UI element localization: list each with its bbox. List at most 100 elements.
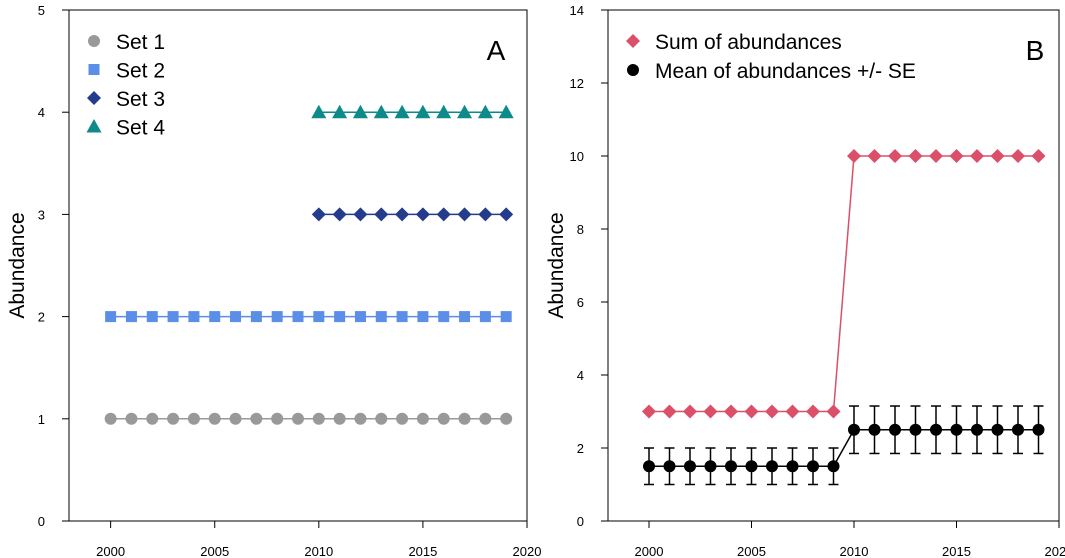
data-point [500,311,512,323]
data-point [375,311,387,323]
data-point [765,404,779,419]
data-point [250,412,263,425]
y-axis-title: Abundance [6,212,29,318]
data-point [888,149,902,163]
y-axis-title: Abundance [545,212,568,318]
data-point [929,149,943,163]
legend-label: Set 3 [116,88,165,111]
data-point [417,311,429,323]
data-point [375,412,388,425]
data-point [167,311,179,323]
data-point [500,412,513,425]
data-point [208,412,221,425]
data-point [806,404,820,419]
data-point [1032,423,1045,436]
data-point [332,207,347,222]
y-tick-label: 3 [38,207,45,222]
data-point [125,412,138,425]
data-point [292,311,304,323]
y-tick-label: 5 [38,3,45,18]
y-tick-label: 14 [570,3,584,18]
x-tick-label: 2005 [737,544,766,558]
panel-label: B [1026,35,1045,66]
legend-label: Set 2 [116,60,165,83]
y-tick-label: 6 [577,295,584,310]
data-point [642,404,656,419]
data-point [725,460,737,473]
data-point [354,412,367,425]
data-point [499,207,514,222]
data-point [847,149,861,163]
data-point [104,412,117,425]
data-point [105,311,117,323]
y-tick-label: 12 [570,76,584,91]
panel-label: A [487,35,506,66]
plot-frame [68,9,528,522]
data-point [313,311,325,323]
y-tick-label: 2 [577,441,584,456]
x-tick-label: 2000 [635,544,664,558]
data-point [990,149,1005,163]
x-tick-label: 2010 [840,544,869,558]
data-point [683,404,697,419]
y-tick-label: 8 [577,222,584,237]
data-point [848,423,860,436]
legend-marker [88,35,100,47]
data-point [1031,149,1046,163]
legend-label: Sum of abundances [655,31,842,54]
data-point [229,412,242,425]
data-point [394,104,410,119]
x-tick-label: 2015 [942,544,971,558]
data-point [662,404,677,419]
data-point [930,423,942,436]
data-point [909,423,922,436]
data-point [436,104,452,119]
data-point [704,460,717,473]
data-point [1011,149,1025,163]
data-point [333,412,346,425]
data-point [436,207,451,222]
data-point [415,207,430,222]
data-point [457,207,472,222]
data-point [187,412,200,425]
data-point [949,149,964,163]
data-point [643,460,655,473]
series-line [649,155,1039,413]
data-point [311,207,326,222]
data-point [352,104,368,119]
data-point [991,423,1004,436]
data-point [311,104,327,119]
legend-marker [626,34,640,48]
data-point [684,460,696,473]
data-point [786,460,799,473]
data-point [437,412,450,425]
data-point [457,104,473,119]
data-point [188,311,200,323]
data-point [125,311,137,323]
data-point [459,311,471,323]
data-point [167,412,180,425]
data-point [868,423,881,436]
data-point [374,207,389,222]
data-point [271,412,284,425]
legend-marker [88,64,100,75]
data-point [332,104,348,119]
data-point [312,412,325,425]
data-point [498,104,514,119]
data-point [395,207,410,222]
data-point [146,412,159,425]
data-point [209,311,221,323]
y-tick-label: 0 [577,514,584,529]
data-point [146,311,158,323]
data-point [458,412,471,425]
legend-marker [86,119,102,133]
x-tick-label: 2000 [96,544,125,558]
x-tick-label: 2020 [513,544,542,558]
data-point [373,104,389,119]
data-point [353,207,368,222]
y-tick-label: 4 [38,105,45,120]
panel-a: 2000 2005 2010 2015 2020 0 1 2 3 4 5 Abundance Set 1… [6,3,541,558]
data-point [416,412,429,425]
data-point [745,460,758,473]
